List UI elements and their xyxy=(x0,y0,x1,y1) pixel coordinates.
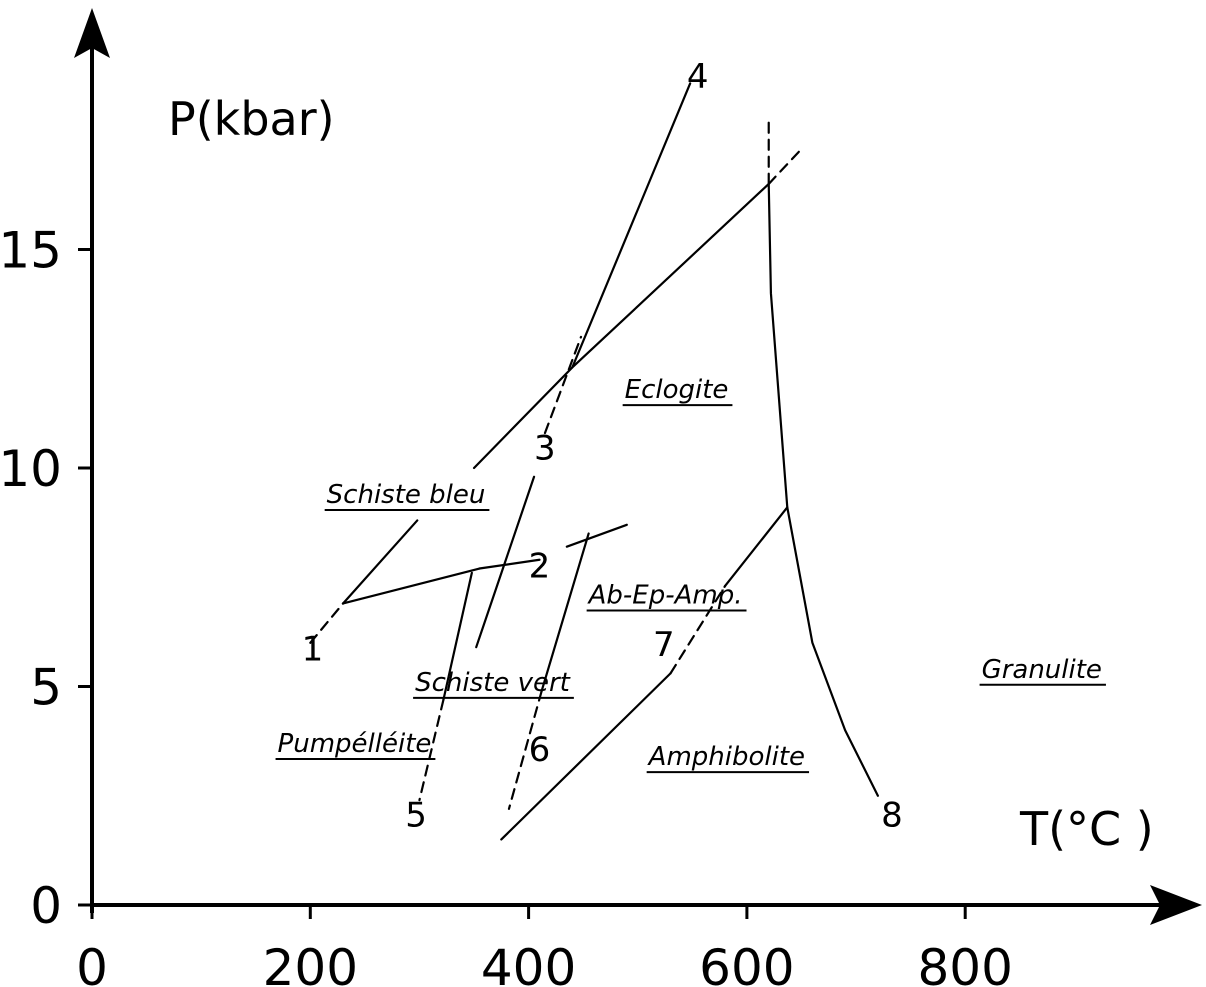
chart-lines xyxy=(309,82,879,841)
y-tick-label: 5 xyxy=(30,659,62,717)
x-tick-label: 600 xyxy=(699,939,794,987)
series-line-1 xyxy=(341,519,419,605)
series-line-7 xyxy=(723,506,789,588)
line-label-4: 4 xyxy=(687,57,709,97)
line-label-5: 5 xyxy=(405,795,427,835)
y-tick-label: 10 xyxy=(0,440,62,498)
y-tick-label: 15 xyxy=(0,222,62,280)
series-line-1 xyxy=(341,567,481,605)
series-line-5 xyxy=(418,698,445,802)
x-tick-label: 200 xyxy=(263,939,358,987)
series-line-3 xyxy=(543,335,583,435)
series-line-7 xyxy=(500,672,672,841)
line-label-6: 6 xyxy=(529,730,551,770)
series-line-8 xyxy=(767,182,879,797)
series-line-5 xyxy=(442,571,473,701)
y-axis-arrow-icon xyxy=(74,8,110,58)
series-line-3 xyxy=(475,475,536,649)
series-line-1 xyxy=(309,602,345,644)
chart-labels: 1 2 3 4 5 6 7 8 Eclogite Schiste bleu Ab-Ep-Amp. Sc… xyxy=(275,57,1106,835)
facies-label-amphibolite: Amphibolite xyxy=(647,742,805,772)
facies-label-schiste-bleu: Schiste bleu xyxy=(327,480,486,510)
facies-label-schiste-vert: Schiste vert xyxy=(415,668,571,698)
series-line-eclogite-boundary xyxy=(767,147,803,186)
x-axis-title: T(°C ) xyxy=(1019,802,1154,856)
y-axis-title: P(kbar) xyxy=(168,92,335,146)
series-line-6 xyxy=(540,532,590,692)
series-line-2 xyxy=(565,523,628,548)
facies-label-granulite: Granulite xyxy=(982,655,1102,685)
x-axis-arrow-icon xyxy=(1150,885,1202,925)
series-line-6 xyxy=(507,689,543,810)
facies-label-ab-ep-amp-: Ab-Ep-Amp. xyxy=(587,580,743,610)
y-tick-label: 0 xyxy=(30,877,62,935)
line-label-7: 7 xyxy=(653,625,675,665)
series-line-7 xyxy=(669,584,727,675)
line-label-1: 1 xyxy=(302,629,324,669)
x-tick-label: 800 xyxy=(917,939,1012,987)
line-label-3: 3 xyxy=(534,428,556,468)
x-tick-label: 0 xyxy=(76,939,108,987)
series-line-eclogite-boundary xyxy=(472,182,770,470)
facies-label-pump-ll-ite: Pumpélléite xyxy=(278,729,432,759)
line-label-8: 8 xyxy=(881,795,903,835)
series-line-2 xyxy=(478,558,541,570)
line-label-2: 2 xyxy=(529,546,551,586)
series-line-4 xyxy=(571,82,692,369)
facies-label-eclogite: Eclogite xyxy=(625,375,729,405)
x-tick-label: 400 xyxy=(481,939,576,987)
